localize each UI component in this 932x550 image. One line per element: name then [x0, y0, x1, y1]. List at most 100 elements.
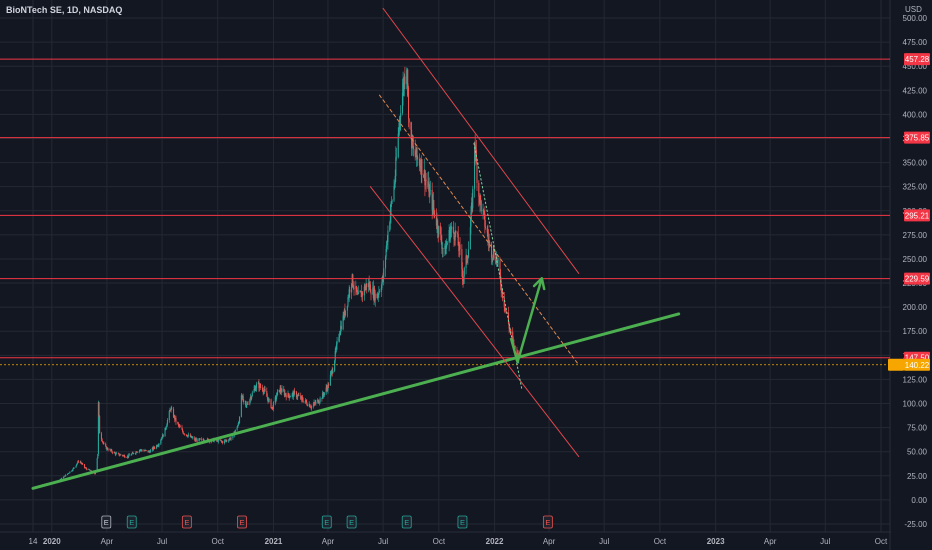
time-axis[interactable]: 14 2020 Apr Jul Oct 2021 Apr Jul Oct 2022 Apr Jul Oc… [29, 537, 888, 546]
candle-body [497, 260, 499, 262]
candle-body [173, 415, 175, 418]
trendline-lower-channel[interactable] [369, 186, 580, 458]
candle-body [120, 454, 122, 456]
candle-body [238, 416, 241, 423]
candle-body [479, 195, 481, 203]
price-level-tag[interactable] [904, 131, 930, 144]
x-tick-label: Oct [654, 537, 667, 546]
candle-body [496, 256, 498, 261]
candle-body [484, 213, 486, 227]
candle-body [394, 184, 396, 186]
candle-body [277, 389, 279, 393]
candle-body [355, 286, 357, 289]
candle-body [105, 446, 107, 450]
price-level-tag[interactable] [904, 272, 930, 285]
candle-body [446, 242, 448, 245]
candle-body [89, 470, 91, 471]
earnings-marker[interactable]: E [181, 515, 192, 529]
earnings-marker[interactable]: E [346, 515, 357, 529]
candle-body [466, 259, 468, 262]
candle-body [240, 395, 242, 417]
earnings-marker[interactable]: E [542, 515, 553, 529]
candle-body [312, 404, 314, 407]
earnings-marker-label: E [324, 518, 329, 527]
earnings-marker[interactable]: E [401, 515, 412, 529]
candle-body [98, 402, 100, 417]
candle-body [398, 119, 401, 130]
candle-body [319, 398, 321, 402]
projection-arrow [509, 276, 546, 364]
y-tick-label: 500.00 [903, 14, 928, 23]
candle-body [459, 244, 461, 250]
candle-body [328, 384, 330, 386]
earnings-marker[interactable]: E [237, 515, 247, 529]
earnings-marker[interactable]: E [126, 515, 137, 529]
candle-body [331, 370, 333, 373]
earnings-marker[interactable]: E [457, 515, 468, 529]
earnings-marker-box [101, 515, 112, 529]
candle-body [77, 461, 79, 463]
candle-body [157, 445, 159, 447]
candle-body [266, 396, 268, 399]
candle-body [429, 190, 431, 197]
candle-body [445, 246, 447, 255]
candle-body [123, 455, 126, 458]
y-tick-label: 275.00 [903, 231, 928, 240]
earnings-marker-box [237, 515, 247, 529]
candle-body [391, 201, 393, 204]
candle-body [391, 200, 393, 202]
candle-body [132, 452, 134, 454]
candle-body [253, 389, 255, 393]
candle-body [116, 452, 118, 454]
candle-body [395, 157, 397, 177]
earnings-marker[interactable]: E [321, 515, 332, 529]
price-axis[interactable]: -25.000.0025.0050.0075.00100.00125.00150… [888, 0, 932, 550]
candle-body [357, 291, 359, 295]
trendline-green-support[interactable] [31, 312, 681, 490]
candle-body [423, 174, 425, 178]
candle-body [449, 230, 451, 240]
price-level-tag[interactable] [904, 209, 930, 222]
candle-body [199, 438, 201, 440]
candle-body [126, 456, 129, 458]
candle-body [317, 399, 319, 402]
y-tick-label: 450.00 [903, 62, 928, 71]
candle-body [480, 200, 482, 212]
candle-body [81, 463, 83, 465]
projection-arrow-path[interactable] [509, 277, 544, 364]
candle-body [105, 443, 107, 447]
candle-body [372, 287, 374, 299]
price-level-tag[interactable] [904, 53, 930, 66]
candle-body [221, 441, 223, 442]
candle-body [170, 408, 172, 411]
candle-body [427, 181, 430, 188]
candle-body [478, 182, 480, 197]
candle-body [309, 404, 311, 408]
candle-body [122, 455, 124, 456]
candle-body [374, 293, 376, 301]
candle-body [495, 258, 497, 264]
candle-body [79, 461, 81, 463]
x-tick-label: Apr [764, 537, 777, 546]
earnings-marker[interactable]: E [101, 515, 112, 529]
candle-body [140, 449, 142, 451]
x-tick-label: Jul [599, 537, 609, 546]
y-tick-label: 325.00 [903, 183, 928, 192]
candle-body [385, 248, 387, 257]
trendline-upper-channel[interactable] [382, 7, 580, 274]
candle-body [250, 396, 252, 399]
candle-body [349, 289, 351, 293]
trendline-mid-channel-dashed[interactable] [378, 94, 580, 366]
candle-body [143, 450, 145, 452]
candle-body [432, 199, 434, 208]
current-price-tag[interactable] [904, 358, 930, 371]
candle-body [440, 225, 442, 235]
candle-body [378, 291, 381, 293]
candle-body [238, 422, 240, 424]
candle-body [141, 450, 143, 451]
candle-body [400, 113, 402, 118]
candle-body [359, 291, 361, 292]
candle-body [77, 461, 79, 464]
